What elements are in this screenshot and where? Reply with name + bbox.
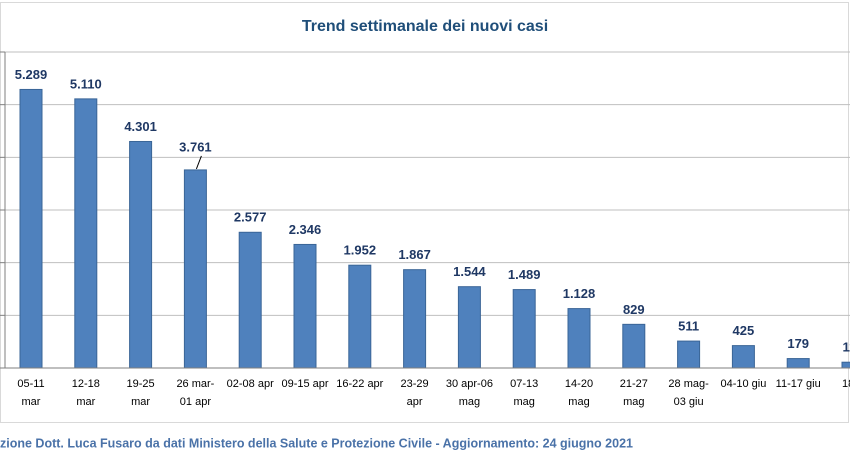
x-tick-label: mag bbox=[568, 396, 589, 408]
bar bbox=[19, 88, 43, 369]
value-label: 1.128 bbox=[563, 286, 596, 301]
x-tick-label: 02-08 apr bbox=[227, 378, 274, 390]
value-label: 1.952 bbox=[344, 243, 377, 258]
value-label: 179 bbox=[787, 336, 809, 351]
value-label: 511 bbox=[678, 319, 699, 334]
value-label: 425 bbox=[733, 323, 755, 338]
x-tick-label: 19-25 bbox=[127, 378, 155, 390]
value-label: 829 bbox=[623, 302, 645, 317]
x-tick-label: 28 mag- bbox=[668, 378, 709, 390]
x-tick-label: 11-17 giu bbox=[776, 378, 821, 390]
x-tick-label: mar bbox=[76, 396, 95, 408]
value-label: 4.301 bbox=[124, 119, 157, 134]
bar bbox=[512, 289, 536, 369]
bar bbox=[786, 358, 810, 369]
bar bbox=[567, 308, 591, 369]
x-tick-label: mag bbox=[623, 396, 644, 408]
value-label: 1.867 bbox=[398, 247, 431, 262]
value-label: 5.289 bbox=[15, 67, 48, 82]
bar bbox=[622, 323, 646, 369]
x-tick-label: apr bbox=[407, 396, 423, 408]
value-label: 5.110 bbox=[70, 76, 102, 91]
bar bbox=[129, 140, 153, 369]
value-label: 3.761 bbox=[179, 139, 212, 154]
x-tick-label: 07-13 bbox=[510, 378, 538, 390]
bar bbox=[403, 269, 427, 369]
x-tick-label: 23-29 bbox=[401, 378, 429, 390]
x-tick-label: 30 apr-06 bbox=[446, 378, 493, 390]
x-tick-label: 05-11 bbox=[17, 378, 44, 390]
x-tick-label: 21-27 bbox=[620, 378, 648, 390]
source-note: zione Dott. Luca Fusaro da dati Minister… bbox=[0, 436, 633, 450]
x-tick-label: mag bbox=[513, 396, 534, 408]
x-tick-label: 12-18 bbox=[72, 378, 100, 390]
x-tick-label: mar bbox=[22, 396, 41, 408]
x-tick-label: 14-20 bbox=[565, 378, 593, 390]
bar bbox=[457, 286, 481, 369]
bar bbox=[183, 169, 207, 369]
bar bbox=[841, 361, 850, 369]
x-tick-label: 01 apr bbox=[180, 396, 212, 408]
bar bbox=[293, 243, 317, 369]
bar bbox=[731, 345, 755, 369]
leader-line bbox=[195, 155, 202, 170]
chart-title: Trend settimanale dei nuovi casi bbox=[302, 18, 548, 35]
value-label: 1.489 bbox=[508, 267, 541, 282]
x-tick-label: 03 giu bbox=[674, 396, 704, 408]
x-tick-label: 09-15 apr bbox=[281, 378, 328, 390]
value-label: 1.544 bbox=[453, 264, 486, 279]
x-tick-label: 16-22 apr bbox=[336, 378, 383, 390]
value-label: 2.346 bbox=[289, 222, 322, 237]
value-label: 110 bbox=[843, 340, 850, 355]
bar bbox=[238, 231, 262, 369]
bar bbox=[348, 264, 372, 369]
x-tick-label: 04-10 giu bbox=[720, 378, 766, 390]
value-label: 2.577 bbox=[234, 210, 267, 225]
x-tick-label: mag bbox=[459, 396, 480, 408]
x-tick-label: mar bbox=[131, 396, 150, 408]
bar bbox=[677, 340, 701, 369]
x-tick-label: 26 mar- bbox=[176, 378, 214, 390]
x-tick-label: 18-2 bbox=[842, 378, 850, 390]
bar bbox=[74, 98, 98, 369]
